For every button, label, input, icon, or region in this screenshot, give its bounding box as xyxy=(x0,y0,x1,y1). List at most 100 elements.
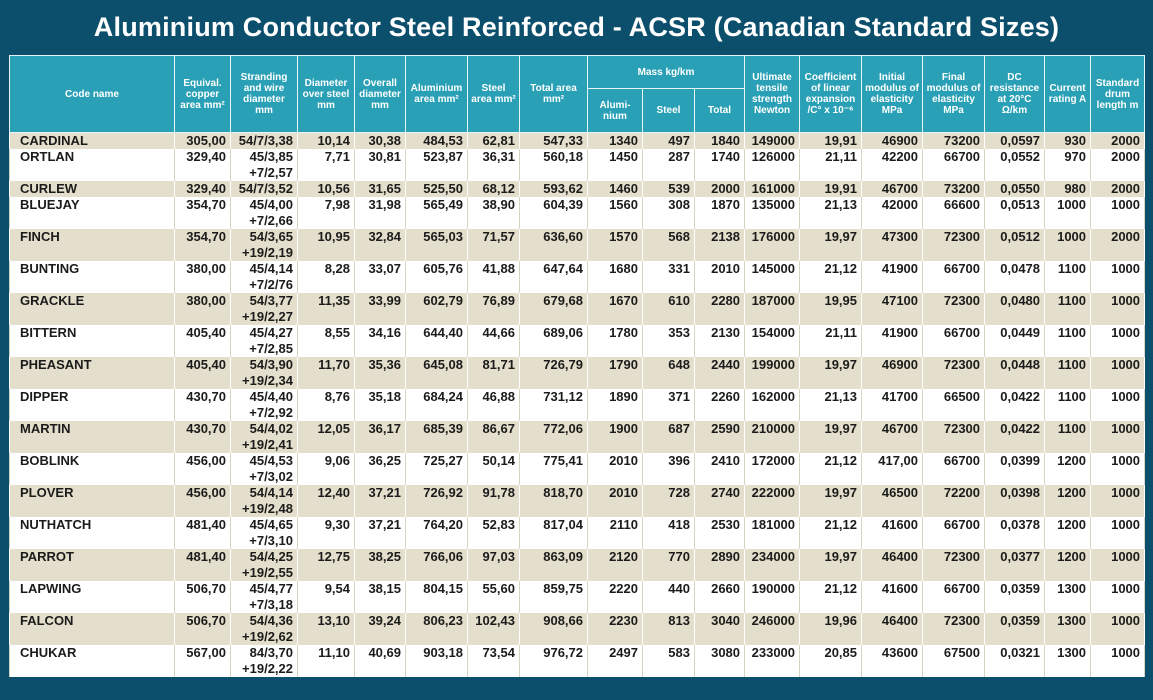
table-cell: 523,87 xyxy=(405,149,468,181)
table-cell: 55,60 xyxy=(467,581,520,613)
table-cell: 54/3,77 +19/2,27 xyxy=(230,293,298,325)
table-cell: 980 xyxy=(1044,181,1092,197)
table-cell: 161000 xyxy=(744,181,801,197)
table-cell: 2590 xyxy=(693,421,746,453)
table-cell: 67500 xyxy=(922,645,986,677)
table-cell: 1740 xyxy=(693,149,746,181)
table-cell: 36,25 xyxy=(354,453,406,485)
table-cell: 66700 xyxy=(922,581,986,613)
table-cell: 21,13 xyxy=(799,197,863,229)
table-cell: 84/3,70 +19/2,22 xyxy=(230,645,298,677)
table-cell: 21,11 xyxy=(799,325,863,357)
table-cell: 7,71 xyxy=(297,149,355,181)
table-cell: 54/4,25 +19/2,55 xyxy=(230,549,298,581)
table-cell: 21,13 xyxy=(799,389,863,421)
table-cell: 1000 xyxy=(1090,325,1146,357)
column-header: Steel xyxy=(642,88,695,133)
table-cell: 2000 xyxy=(693,181,746,197)
table-cell: 91,78 xyxy=(467,485,520,517)
table-cell: 46400 xyxy=(861,613,924,645)
table-cell: 1460 xyxy=(587,181,643,197)
table-cell: 176000 xyxy=(744,229,801,261)
table-cell: 34,16 xyxy=(354,325,406,357)
table-cell: 1000 xyxy=(1044,229,1092,261)
table-cell: 2410 xyxy=(693,453,746,485)
table-cell: 2120 xyxy=(587,549,643,581)
table-cell: 46,88 xyxy=(467,389,520,421)
table-cell: 1570 xyxy=(587,229,643,261)
table-cell: 859,75 xyxy=(519,581,588,613)
table-cell: 12,05 xyxy=(297,421,355,453)
table-row: DIPPER 430,70 45/4,40 +7/2,92 8,76 35,18 684,… xyxy=(9,389,1146,421)
table-cell: 36,17 xyxy=(354,421,406,453)
table-cell: 45/4,00 +7/2,66 xyxy=(230,197,298,229)
table-cell: 66700 xyxy=(922,325,986,357)
table-cell: 405,40 xyxy=(174,325,231,357)
code-name: LAPWING xyxy=(9,581,175,613)
table-cell: 9,30 xyxy=(297,517,355,549)
table-cell: 73,54 xyxy=(467,645,520,677)
table-cell: 0,0359 xyxy=(984,581,1046,613)
table-cell: 1000 xyxy=(1090,581,1146,613)
table-cell: 645,08 xyxy=(405,357,468,389)
table-cell: 2010 xyxy=(587,485,643,517)
table-cell: 54/4,14 +19/2,48 xyxy=(230,485,298,517)
table-cell: 287 xyxy=(642,149,695,181)
table-cell: 497 xyxy=(642,132,695,149)
table-cell: 19,97 xyxy=(799,421,863,453)
table-cell: 396 xyxy=(642,453,695,485)
code-name: BUNTING xyxy=(9,261,175,293)
table-cell: 33,07 xyxy=(354,261,406,293)
table-cell: 1560 xyxy=(587,197,643,229)
table-cell: 2000 xyxy=(1090,149,1146,181)
table-cell: 43600 xyxy=(861,645,924,677)
table-cell: 38,15 xyxy=(354,581,406,613)
table-cell: 417,00 xyxy=(861,453,924,485)
table-cell: 481,40 xyxy=(174,549,231,581)
table-cell: 3040 xyxy=(693,613,746,645)
table-cell: 602,79 xyxy=(405,293,468,325)
table-cell: 233000 xyxy=(744,645,801,677)
table-cell: 0,0597 xyxy=(984,132,1046,149)
table-cell: 2138 xyxy=(693,229,746,261)
table-cell: 0,0422 xyxy=(984,389,1046,421)
table-cell: 804,15 xyxy=(405,581,468,613)
table-cell: 46500 xyxy=(861,485,924,517)
code-name: CHUKAR xyxy=(9,645,175,677)
table-cell: 0,0321 xyxy=(984,645,1046,677)
table-row: FINCH 354,70 54/3,65 +19/2,19 10,95 32,84 565… xyxy=(9,229,1146,261)
table-cell: 33,99 xyxy=(354,293,406,325)
table-cell: 863,09 xyxy=(519,549,588,581)
table-cell: 565,49 xyxy=(405,197,468,229)
table-cell: 72300 xyxy=(922,421,986,453)
table-row: BITTERN 405,40 45/4,27 +7/2,85 8,55 34,16 644… xyxy=(9,325,1146,357)
table-cell: 35,18 xyxy=(354,389,406,421)
table-cell: 30,81 xyxy=(354,149,406,181)
table-cell: 2230 xyxy=(587,613,643,645)
table-cell: 593,62 xyxy=(519,181,588,197)
column-header: Standard drum length m xyxy=(1090,55,1146,133)
table-cell: 46700 xyxy=(861,421,924,453)
column-header: Overall diameter mm xyxy=(354,55,406,133)
table-cell: 11,35 xyxy=(297,293,355,325)
table-cell: 2740 xyxy=(693,485,746,517)
table-cell: 68,12 xyxy=(467,181,520,197)
table-cell: 37,21 xyxy=(354,485,406,517)
table-cell: 145000 xyxy=(744,261,801,293)
code-name: DIPPER xyxy=(9,389,175,421)
table-cell: 1000 xyxy=(1090,485,1146,517)
table-cell: 31,65 xyxy=(354,181,406,197)
code-name: BOBLINK xyxy=(9,453,175,485)
table-cell: 2260 xyxy=(693,389,746,421)
table-cell: 187000 xyxy=(744,293,801,325)
code-name: PLOVER xyxy=(9,485,175,517)
table-cell: 1000 xyxy=(1044,197,1092,229)
table-cell: 8,76 xyxy=(297,389,355,421)
table-cell: 76,89 xyxy=(467,293,520,325)
table-cell: 9,06 xyxy=(297,453,355,485)
table-cell: 2010 xyxy=(587,453,643,485)
table-cell: 0,0550 xyxy=(984,181,1046,197)
table-cell: 440 xyxy=(642,581,695,613)
table-cell: 484,53 xyxy=(405,132,468,149)
table-cell: 11,10 xyxy=(297,645,355,677)
